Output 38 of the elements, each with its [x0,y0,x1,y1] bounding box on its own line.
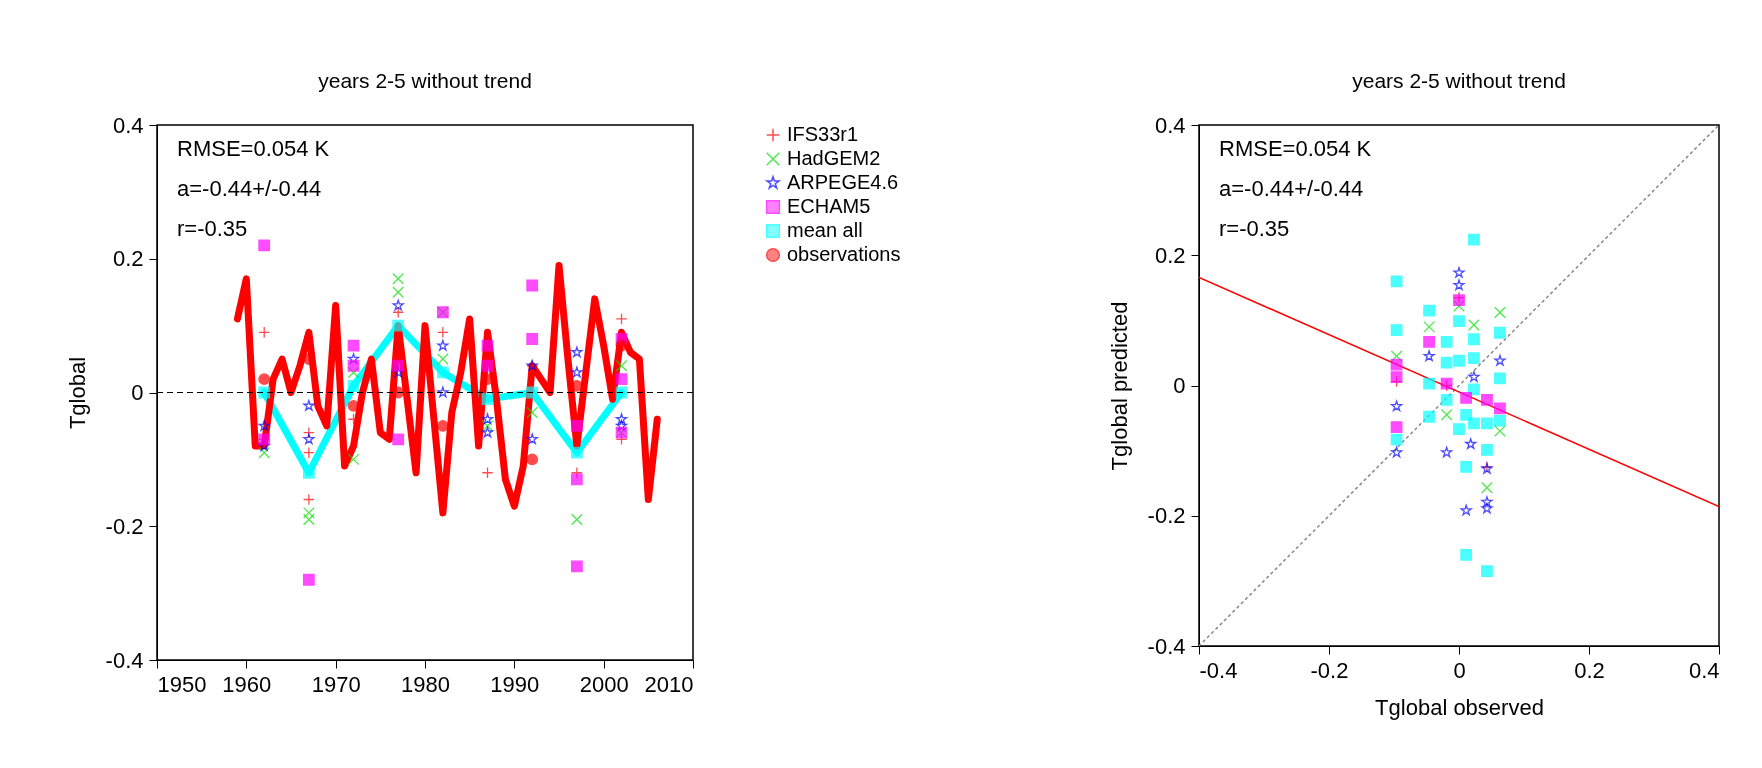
x-tick-label: -0.2 [1310,657,1349,683]
x-tick-label: 1990 [490,671,540,697]
annotation: r=-0.35 [1219,216,1290,241]
x-axis-title: Tglobal observed [1375,694,1544,720]
legend-label: observations [787,243,901,265]
legend-label: mean all [787,219,863,241]
chart-title: years 2-5 without trend [1352,69,1566,92]
x-tick-label: 1960 [222,671,272,697]
y-tick-label: -0.4 [1147,633,1186,659]
y-tick-label: 0.2 [1154,242,1186,268]
y-tick-label: -0.2 [1147,503,1186,529]
x-tick-label: 0 [1453,657,1466,683]
y-tick-label: 0 [131,380,144,405]
legend-label: IFS33r1 [787,123,859,145]
x-tick-label: -0.4 [1199,657,1238,683]
legend-label: ECHAM5 [787,195,871,217]
x-tick-label: 0.2 [1574,657,1605,683]
y-tick-label: 0.2 [112,246,144,272]
y-tick-label: 0 [1173,373,1186,398]
annotation: a=-0.44+/-0.44 [1219,176,1364,201]
y-axis-title: Tglobal predicted [1106,301,1132,471]
legend-label: ARPEGE4.6 [787,171,899,193]
x-tick-label: 1970 [311,671,361,697]
x-tick-label: 0.4 [1688,657,1720,683]
chart-title: years 2-5 without trend [318,69,532,92]
annotation: a=-0.44+/-0.44 [177,176,322,201]
annotation: RMSE=0.054 K [177,136,330,161]
x-tick-label: 1950 [157,671,207,697]
x-tick-label: 2010 [644,671,694,697]
x-tick-label: 2000 [579,671,629,697]
x-tick-label: 1980 [401,671,450,697]
annotation: r=-0.35 [177,216,248,241]
legend-label: HadGEM2 [787,147,881,169]
y-tick-label: -0.2 [105,513,144,539]
y-axis-title: Tglobal [64,356,90,430]
y-tick-label: 0.4 [112,112,144,138]
annotation: RMSE=0.054 K [1219,136,1372,161]
y-tick-label: 0.4 [1154,112,1186,138]
